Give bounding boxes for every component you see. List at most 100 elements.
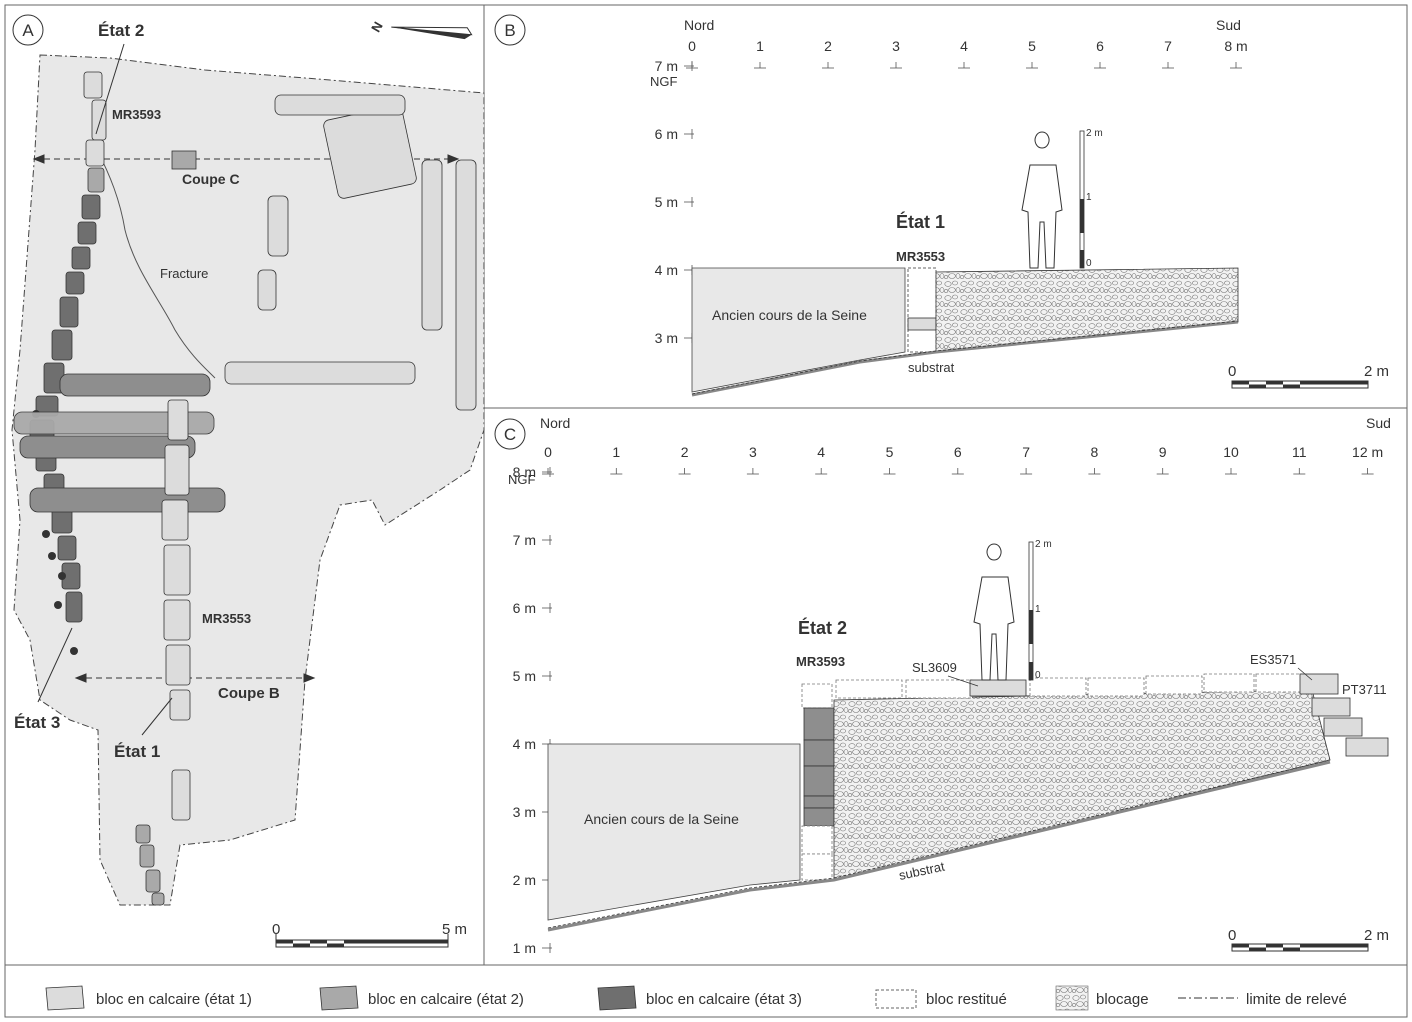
panel-b-letter: B	[504, 21, 515, 40]
panel-c-tick-label: 7	[1022, 444, 1030, 460]
scale-bar-a	[275, 934, 449, 948]
south-wall-tail	[135, 824, 165, 906]
panel-c-elevations: 8 m 7 m 6 m 5 m 4 m 3 m 2 m 1 m	[513, 464, 552, 956]
panel-b-substrat: substrat	[908, 360, 955, 375]
panel-b-wall: MR3553	[896, 249, 945, 264]
panel-c-pt: PT3711	[1342, 682, 1387, 697]
fracture-label: Fracture	[160, 266, 208, 281]
panel-c-rod-mid: 1	[1035, 604, 1041, 615]
legend-restitue: bloc restitué	[926, 991, 1007, 1008]
panel-c-section: C Nord Sud 0 1 2 3 4 5 6 7 8 9 10 11 12 m 8 m7 m6 m5…	[494, 415, 1391, 956]
panel-c-elev-label: 4 m	[513, 736, 536, 752]
panel-c-tick-label: 11	[1292, 444, 1307, 460]
panel-a-badge	[12, 14, 44, 46]
panel-b-tick-label: 8 m	[1224, 38, 1247, 54]
panel-c-rod-zero: 0	[1035, 670, 1041, 681]
scale-c-zero: 0	[1228, 927, 1236, 944]
panel-b-tick-label: 2	[824, 38, 832, 54]
panel-c-sl3609-block	[969, 679, 1027, 697]
panel-b-elev-label: 5 m	[655, 194, 678, 210]
panel-a-plan: A Fracture Coupe C Coupe B	[11, 14, 485, 948]
panel-c-ngf: NGF	[508, 472, 536, 487]
panel-b-elev-label: 6 m	[655, 126, 678, 142]
legend-swatch-restitue	[875, 989, 917, 1009]
coupe-c-label: Coupe C	[182, 171, 240, 187]
panel-b-elev-label: 4 m	[655, 262, 678, 278]
label-mr3553-plan: MR3553	[202, 611, 251, 626]
panel-frames	[4, 4, 1408, 1018]
north-arrow-icon	[391, 26, 473, 40]
panel-c-tick-label: 6	[954, 444, 962, 460]
scale-a-end: 5 m	[442, 921, 467, 938]
panel-b-river	[691, 267, 906, 393]
panel-c-elev-label: 7 m	[513, 532, 536, 548]
panel-b-tick-label: 0	[688, 38, 696, 54]
panel-c-letter: C	[504, 425, 516, 444]
panel-c-tick-label: 4	[817, 444, 825, 460]
panel-a-leaders	[37, 43, 173, 736]
panel-b-wall-restitue	[907, 267, 937, 353]
panel-c-sl: SL3609	[912, 660, 957, 675]
legend-limite: limite de relevé	[1246, 991, 1347, 1008]
panel-c-top-ticks: 0 1 2 3 4 5 6 7 8 9 10 11 12 m	[542, 444, 1383, 475]
panel-c-tick-label: 2	[681, 444, 689, 460]
panel-c-tick-label: 1	[612, 444, 620, 460]
panel-b-elev-label: 7 m	[655, 58, 678, 74]
panel-c-substrat-line	[547, 760, 1331, 932]
panel-c-rubble	[833, 689, 1331, 881]
panel-b-tick-label: 3	[892, 38, 900, 54]
panel-b-elevations: 7 m 6 m 5 m 4 m 3 m	[655, 58, 694, 346]
panel-b-tick-label: 5	[1028, 38, 1036, 54]
legend-blocage: blocage	[1096, 991, 1149, 1008]
coupe-b-line	[74, 673, 316, 683]
panel-c-rod-top: 2 m	[1035, 539, 1052, 550]
label-etat-2: État 2	[98, 21, 144, 40]
panel-c-person-icon	[973, 543, 1015, 681]
panel-c-river	[547, 743, 801, 921]
panel-b-tick-label: 6	[1096, 38, 1104, 54]
panel-c-tick-label: 0	[544, 444, 552, 460]
wall-mr3593-plan	[29, 71, 107, 623]
panel-c-nord: Nord	[540, 415, 570, 431]
panel-c-pt3711-blocks	[1299, 673, 1389, 757]
legend-swatch-etat3	[597, 985, 637, 1011]
panel-b-etat: État 1	[896, 211, 945, 232]
legend-swatch-etat1	[45, 985, 85, 1011]
panel-b-person-icon	[1021, 131, 1063, 269]
panel-c-elev-label: 2 m	[513, 872, 536, 888]
scale-b-zero: 0	[1228, 363, 1236, 380]
panel-b-sud: Sud	[1216, 17, 1241, 33]
excavation-area	[11, 54, 485, 906]
north-blocks	[224, 94, 477, 411]
panel-c-tick-label: 12 m	[1352, 444, 1383, 460]
panel-c-wall: MR3593	[796, 654, 845, 669]
panel-c-elev-label: 6 m	[513, 600, 536, 616]
panel-c-river-label: Ancien cours de la Seine	[584, 811, 739, 827]
coupe-b-label: Coupe B	[218, 685, 280, 702]
coupe-c-block	[171, 150, 197, 170]
scale-a-zero: 0	[272, 921, 280, 938]
panel-c-tick-label: 5	[886, 444, 894, 460]
panel-b-top-ticks: 0 1 2 3 4 5 6 7 8 m	[686, 38, 1248, 69]
panel-b-tick-label: 7	[1164, 38, 1172, 54]
panel-b-rod-mid: 1	[1086, 192, 1092, 203]
panel-b-tick-label: 4	[960, 38, 968, 54]
scale-b-end: 2 m	[1364, 363, 1389, 380]
panel-c-elev-label: 8 m	[513, 464, 536, 480]
panel-c-rod	[1028, 541, 1034, 681]
panel-b-rod-top: 2 m	[1086, 128, 1103, 139]
label-etat-3: État 3	[14, 713, 60, 732]
panel-c-etat: État 2	[798, 617, 847, 638]
panel-c-wall-blocks	[801, 683, 835, 881]
north-letter: N	[368, 19, 386, 35]
label-mr3593-plan: MR3593	[112, 107, 161, 122]
panel-c-tick-label: 3	[749, 444, 757, 460]
panel-b-ngf: NGF	[650, 74, 678, 89]
scale-bar-c	[1231, 943, 1369, 952]
fracture-line	[96, 149, 216, 379]
label-etat-1-plan: État 1	[114, 742, 160, 761]
legend-etat2: bloc en calcaire (état 2)	[368, 991, 524, 1008]
panel-c-tick-label: 10	[1223, 444, 1239, 460]
panel-b-rod-zero: 0	[1086, 258, 1092, 269]
